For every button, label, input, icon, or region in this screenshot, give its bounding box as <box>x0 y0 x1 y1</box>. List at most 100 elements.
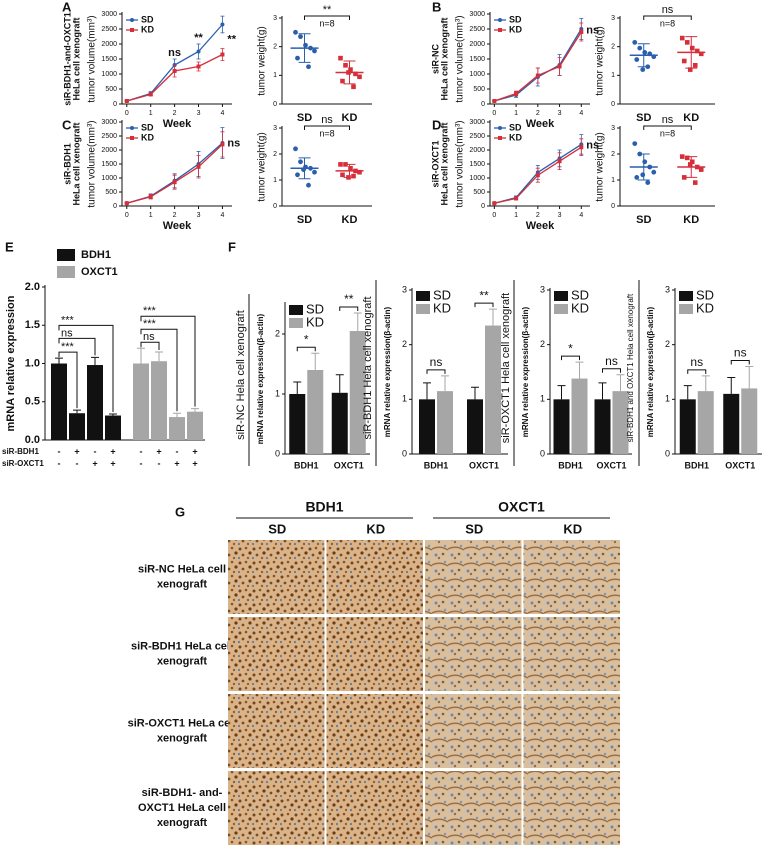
column-header: KD <box>366 521 385 536</box>
significance: * <box>568 341 573 355</box>
condition-sign: - <box>58 446 61 456</box>
point <box>492 99 497 103</box>
panel-label: B <box>432 0 441 14</box>
significance: ns <box>586 24 599 36</box>
y-tick-label: 0 <box>611 203 615 210</box>
legend-swatch <box>554 291 568 301</box>
x-tick-label: 1 <box>149 110 153 117</box>
significance: ns <box>143 331 155 343</box>
ihc-image <box>425 771 522 845</box>
error-bar <box>471 386 479 400</box>
bar <box>741 388 758 454</box>
legend-marker <box>498 28 502 32</box>
bar <box>571 378 588 454</box>
side-label: HeLa cell xenograft <box>71 17 81 100</box>
condition-sign: + <box>192 446 197 456</box>
x-tick-label: 1 <box>514 212 518 219</box>
bar <box>51 363 67 440</box>
y-tick-label: 3 <box>273 125 277 132</box>
sd-bar <box>343 60 356 85</box>
y-tick-label: 1 <box>665 394 670 404</box>
y-tick-label: 1500 <box>101 161 117 168</box>
y-tick-label: 2 <box>275 328 280 338</box>
legend-label: OXCT1 <box>81 266 118 278</box>
x-axis-label: Week <box>163 118 192 130</box>
bracket <box>687 369 707 374</box>
x-tick-label: SD <box>636 112 651 124</box>
y-tick-label: 2 <box>273 151 277 158</box>
legend-swatch <box>57 249 75 261</box>
panel-title: siR-NC Hela cell xenograft <box>235 310 247 440</box>
legend-label: KD <box>696 300 714 315</box>
condition-sign: + <box>192 458 197 468</box>
panel-label: D <box>432 117 441 132</box>
point <box>357 169 362 175</box>
y-tick-label: 3 <box>402 284 407 294</box>
legend-swatch <box>679 304 693 314</box>
point <box>681 175 687 180</box>
legend-label: SD <box>306 301 324 316</box>
point <box>642 159 648 165</box>
y-tick-label: 0 <box>540 448 545 458</box>
y-tick-label: 3 <box>611 125 615 132</box>
point <box>679 35 685 41</box>
bar <box>419 399 435 454</box>
point <box>351 173 356 179</box>
legend-label: SD <box>696 287 714 302</box>
point <box>306 64 311 70</box>
significance: ns <box>586 140 599 152</box>
point <box>298 159 303 165</box>
x-tick-label: 4 <box>579 212 583 219</box>
legend-label: KD <box>571 300 589 315</box>
y-tick-label: 0 <box>665 448 670 458</box>
x-tick-label: KD <box>342 112 358 124</box>
legend-marker <box>130 18 134 22</box>
ihc-image <box>326 694 423 768</box>
error-bar <box>616 374 625 392</box>
row-label: siR-NC HeLa cell <box>138 563 226 575</box>
point <box>172 180 177 185</box>
panel-label: G <box>175 504 185 519</box>
bracket <box>58 324 114 412</box>
ihc-image <box>228 694 325 768</box>
point <box>684 40 690 45</box>
bar <box>697 391 714 454</box>
condition-sign: + <box>110 458 115 468</box>
column-header: SD <box>268 521 286 536</box>
bar <box>612 391 629 454</box>
point <box>348 166 353 171</box>
y-axis-label: tumor weight(g) <box>257 26 268 95</box>
side-label: HeLa cell xenograft <box>439 17 449 100</box>
series-line <box>494 28 582 102</box>
point <box>338 162 343 167</box>
point <box>557 159 562 164</box>
bracket <box>339 306 359 311</box>
legend-label: KD <box>509 132 522 142</box>
point <box>353 71 358 77</box>
x-axis-label: Week <box>526 118 555 130</box>
point <box>124 201 129 206</box>
legend-label: SD <box>509 122 522 132</box>
point <box>698 167 704 172</box>
point <box>557 64 562 69</box>
row-label: xenograft <box>157 817 207 829</box>
row-label: xenograft <box>157 732 207 744</box>
y-tick-label: 2500 <box>469 133 485 140</box>
significance: ns <box>227 138 240 150</box>
error-bar <box>293 381 302 394</box>
point <box>579 30 584 34</box>
point <box>640 67 646 72</box>
point <box>295 172 300 178</box>
point <box>684 155 690 161</box>
sd-bar <box>637 43 650 68</box>
ihc-image <box>425 540 522 614</box>
error-bar <box>311 352 320 370</box>
significance: *** <box>143 305 157 317</box>
y-tick-label: 0 <box>273 203 277 210</box>
bracket <box>58 337 96 356</box>
y-tick-label: 0 <box>275 448 280 458</box>
side-label: siR-BDH1 <box>62 143 72 185</box>
point <box>298 34 303 40</box>
x-tick-label: KD <box>683 112 699 124</box>
